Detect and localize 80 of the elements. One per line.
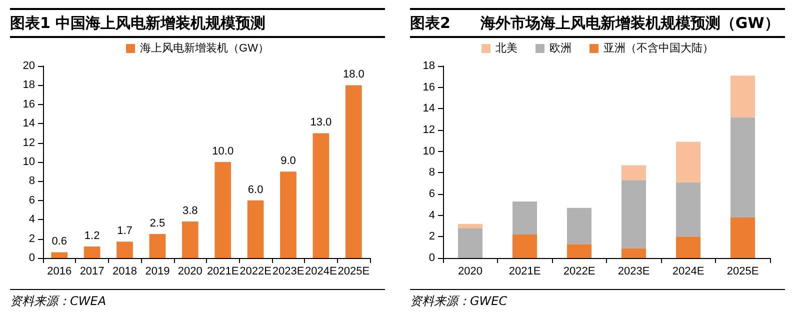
data-label: 13.0 — [310, 116, 332, 129]
data-label: 0.6 — [52, 236, 67, 248]
y-tick-label: 10 — [22, 156, 35, 168]
bar — [676, 182, 701, 237]
bar — [280, 172, 296, 258]
data-label: 2.5 — [150, 218, 166, 230]
y-tick-label: 8 — [428, 166, 435, 179]
bar — [566, 208, 592, 244]
bar — [182, 222, 198, 258]
legend-label: 亚洲（不含中国大陆） — [604, 42, 714, 54]
y-tick-label: 20 — [22, 60, 35, 72]
legend-label: 欧洲 — [550, 42, 572, 54]
y-tick-label: 12 — [22, 136, 35, 149]
y-tick-label: 6 — [28, 194, 35, 206]
data-label: 6.0 — [248, 184, 264, 196]
bar — [458, 228, 483, 258]
data-label: 18.0 — [342, 68, 364, 81]
y-tick-label: 4 — [28, 214, 35, 226]
bar — [312, 133, 330, 258]
bar — [566, 244, 592, 258]
x-tick-label: 2023E — [272, 266, 304, 278]
bar — [149, 234, 166, 258]
y-tick-label: 14 — [22, 118, 35, 130]
legend-label: 北美 — [496, 42, 518, 54]
bar — [512, 234, 538, 258]
bar — [214, 162, 232, 258]
text: 资料来源：CWEA — [10, 289, 385, 310]
x-tick-label: 2020 — [458, 266, 482, 278]
x-tick-label: 2023E — [618, 266, 650, 278]
bar — [676, 236, 701, 258]
data-label: 3.8 — [182, 205, 198, 218]
bar — [345, 85, 362, 258]
y-tick-label: 8 — [28, 175, 35, 188]
chart-title: 图表2 海外市场海上风电新增装机规模预测（GW） — [410, 8, 785, 38]
bar — [621, 180, 646, 248]
y-tick-label: 18 — [422, 60, 435, 72]
bar — [458, 224, 483, 228]
y-tick-label: 16 — [422, 81, 435, 94]
y-tick-label: 6 — [428, 188, 435, 200]
bar — [730, 117, 756, 218]
chart-title: 图表1 中国海上风电新增装机规模预测 — [10, 8, 385, 38]
x-tick-label: 2021E — [206, 266, 239, 278]
x-tick-label: 2024E — [672, 266, 704, 278]
x-tick-label: 2018 — [112, 266, 137, 278]
x-tick-label: 2019 — [145, 266, 170, 278]
bar — [116, 242, 133, 258]
x-tick-label: 2020 — [178, 266, 202, 278]
y-tick-label: 0 — [28, 252, 35, 264]
x-tick-label: 2022E — [563, 266, 596, 278]
x-tick-label: 2017 — [80, 266, 104, 278]
y-tick-label: 12 — [422, 124, 435, 136]
x-tick-label: 2021E — [508, 266, 541, 278]
bar — [621, 165, 646, 180]
x-tick-label: 2024E — [305, 266, 337, 278]
y-tick-label: 16 — [22, 98, 35, 110]
y-tick-label: 4 — [428, 209, 435, 222]
y-tick-label: 0 — [428, 252, 435, 264]
x-tick-label: 2022E — [240, 266, 272, 278]
data-label: 1.7 — [117, 225, 132, 238]
bar — [730, 76, 756, 118]
y-tick-label: 10 — [422, 145, 435, 158]
bar — [51, 252, 68, 258]
x-tick-label: 2016 — [47, 266, 72, 278]
bar — [676, 142, 701, 182]
y-tick-label: 2 — [428, 230, 435, 243]
y-tick-label: 2 — [28, 232, 35, 245]
bar — [730, 217, 756, 258]
data-label: 1.2 — [84, 230, 100, 242]
y-tick-label: 18 — [22, 79, 35, 92]
x-tick-label: 2025E — [338, 266, 370, 278]
bar — [84, 246, 100, 258]
bar — [512, 201, 538, 235]
legend-label: 海上风电新增装机（GW） — [140, 42, 269, 54]
bar — [247, 200, 264, 258]
data-label: 9.0 — [280, 155, 296, 168]
y-tick-label: 14 — [422, 102, 435, 115]
text: 资料来源：GWEC — [410, 289, 785, 310]
data-label: 10.0 — [212, 146, 234, 158]
bar — [621, 248, 646, 258]
x-tick-label: 2025E — [726, 266, 759, 278]
